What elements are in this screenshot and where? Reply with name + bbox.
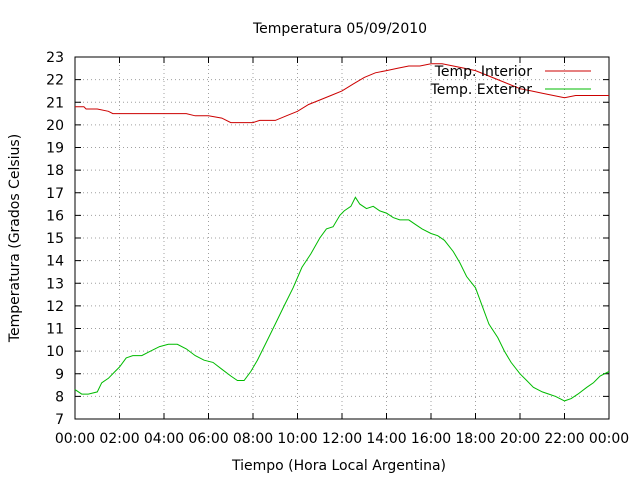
y-tick-label: 19: [46, 141, 64, 157]
x-tick-label: 06:00: [188, 431, 228, 447]
y-tick-label: 11: [46, 322, 64, 338]
y-tick-label: 7: [55, 412, 64, 428]
x-tick-label: 08:00: [233, 431, 273, 447]
x-tick-label: 00:00: [589, 431, 629, 447]
series-line-exterior: [74, 196, 610, 402]
x-tick-label: 18:00: [455, 431, 495, 447]
x-tick-label: 22:00: [544, 431, 584, 447]
y-tick-label: 22: [46, 73, 64, 89]
x-tick-label: 00:00: [55, 431, 95, 447]
x-tick-label: 12:00: [322, 431, 362, 447]
x-tick-label: 02:00: [99, 431, 139, 447]
legend: Temp. Interior Temp. Exterior: [430, 64, 591, 98]
x-tick-label: 20:00: [500, 431, 540, 447]
x-tick-label: 14:00: [366, 431, 406, 447]
y-axis-tick-labels: 7 8 9 10 11 12 13 14 15 16 17 18 19 20 21 22 23: [46, 50, 64, 428]
x-tick-label: 04:00: [144, 431, 184, 447]
y-tick-label: 18: [46, 163, 64, 179]
legend-label: Temp. Exterior: [430, 82, 533, 98]
x-tick-label: 16:00: [411, 431, 451, 447]
series-line-interior: [75, 63, 609, 124]
y-axis-label: Temperatura (Grados Celsius): [7, 134, 23, 343]
legend-label: Temp. Interior: [434, 64, 533, 80]
y-tick-label: 16: [46, 208, 64, 224]
y-tick-label: 23: [46, 50, 64, 66]
y-tick-label: 15: [46, 231, 64, 247]
y-tick-label: 8: [55, 389, 64, 405]
y-tick-label: 12: [46, 299, 64, 315]
x-axis-label: Tiempo (Hora Local Argentina): [231, 458, 446, 474]
series-lines: [74, 63, 610, 402]
x-tick-label: 10:00: [277, 431, 317, 447]
y-tick-label: 17: [46, 186, 64, 202]
y-tick-label: 13: [46, 276, 64, 292]
y-tick-label: 20: [46, 118, 64, 134]
y-tick-label: 21: [46, 95, 64, 111]
x-axis-tick-labels: 00:00 02:00 04:00 06:00 08:00 10:00 12:00 14:00…: [55, 431, 629, 447]
y-tick-label: 14: [46, 254, 64, 270]
plot-frame: [74, 56, 610, 420]
y-tick-label: 10: [46, 344, 64, 360]
chart-title: Temperatura 05/09/2010: [252, 21, 427, 37]
y-tick-label: 9: [55, 367, 64, 383]
grid-lines: [75, 57, 609, 419]
